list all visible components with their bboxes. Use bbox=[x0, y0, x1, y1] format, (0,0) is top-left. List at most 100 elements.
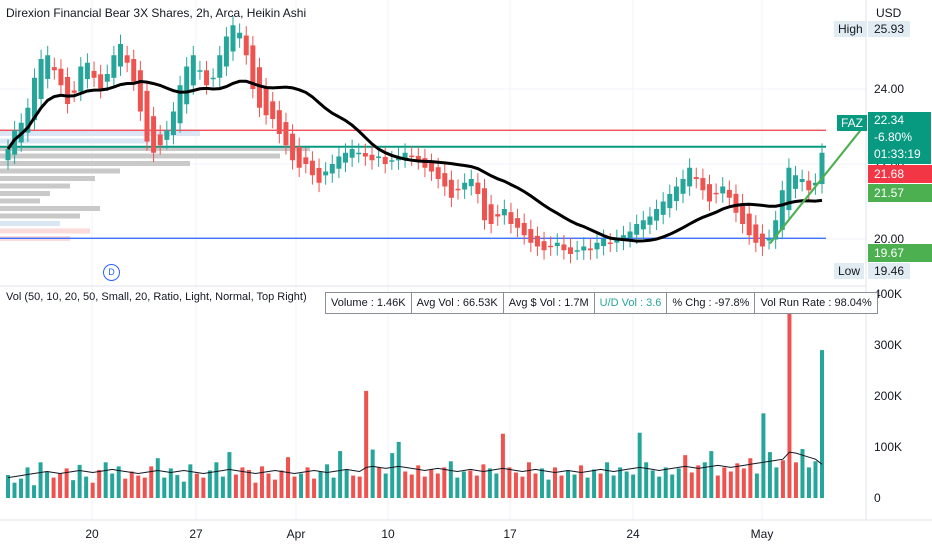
volume-bar bbox=[240, 467, 245, 498]
volume-bar bbox=[429, 469, 434, 498]
candle-body bbox=[197, 70, 203, 72]
volume-bar bbox=[266, 473, 271, 498]
volume-bar bbox=[168, 468, 173, 498]
candle-body bbox=[786, 167, 792, 211]
candle-body bbox=[614, 239, 620, 243]
candle-body bbox=[343, 152, 349, 163]
candle-body bbox=[534, 235, 540, 247]
volume-bar bbox=[800, 449, 805, 498]
candle-body bbox=[71, 90, 77, 93]
volume-bar bbox=[90, 482, 95, 498]
price-tick-label: 24.00 bbox=[874, 82, 904, 96]
candle-body bbox=[587, 248, 593, 251]
candle-body bbox=[594, 242, 600, 250]
volume-bar bbox=[220, 476, 225, 498]
time-tick-label: May bbox=[751, 527, 774, 541]
volume-bar bbox=[670, 474, 675, 498]
low-label-tag: Low bbox=[834, 263, 865, 279]
volume-bar bbox=[390, 453, 395, 498]
volume-bar bbox=[38, 462, 43, 498]
volume-bar bbox=[71, 480, 76, 498]
bar-countdown: 01:33:19 bbox=[874, 147, 921, 161]
candle-body bbox=[184, 66, 190, 105]
volume-bar bbox=[64, 468, 69, 498]
volume-bar bbox=[579, 465, 584, 498]
volume-bar bbox=[149, 466, 154, 498]
volume-bar bbox=[637, 432, 642, 498]
volume-tick-label: 400K bbox=[874, 287, 902, 301]
candle-body bbox=[65, 76, 71, 104]
candle-body bbox=[376, 156, 382, 158]
candle-body bbox=[647, 216, 653, 225]
candle-body bbox=[78, 66, 84, 92]
candle-body bbox=[766, 239, 772, 241]
candle-body bbox=[217, 55, 223, 78]
volume-bar bbox=[136, 475, 141, 498]
volume-tick-label: 0 bbox=[874, 491, 881, 505]
stat-volume: Volume : 1.46K bbox=[325, 292, 412, 314]
grid-lines bbox=[0, 0, 866, 520]
candle-body bbox=[389, 160, 395, 162]
volume-bar bbox=[644, 462, 649, 498]
volume-bar bbox=[435, 473, 440, 498]
last-price: 22.34 bbox=[874, 113, 905, 127]
volume-bar bbox=[650, 470, 655, 498]
volume-tick-label: 100K bbox=[874, 440, 902, 454]
candle-body bbox=[170, 111, 176, 136]
candle-body bbox=[713, 192, 719, 195]
volume-bar bbox=[338, 451, 343, 498]
volume-bar bbox=[448, 461, 453, 498]
volume-bar bbox=[806, 467, 811, 498]
trend-line bbox=[769, 127, 863, 245]
volume-bar bbox=[142, 477, 147, 498]
candle-body bbox=[190, 55, 196, 86]
volume-bar bbox=[116, 466, 121, 498]
volume-bar bbox=[305, 467, 310, 498]
candle-body bbox=[700, 178, 706, 191]
volume-bar bbox=[123, 478, 128, 498]
volume-bar bbox=[513, 472, 518, 498]
volume-bar bbox=[357, 476, 362, 498]
candle-body bbox=[475, 182, 481, 194]
volume-bar bbox=[702, 462, 707, 498]
volume-bar bbox=[194, 473, 199, 498]
candle-body bbox=[687, 167, 693, 187]
candle-body bbox=[290, 133, 296, 161]
candle-body bbox=[177, 85, 183, 124]
candle-body bbox=[680, 179, 686, 194]
volume-bar bbox=[181, 481, 186, 498]
candle-body bbox=[706, 184, 712, 202]
volume-bar bbox=[51, 477, 56, 498]
candle-body bbox=[746, 213, 752, 236]
volume-bar bbox=[461, 471, 466, 498]
candle-body bbox=[58, 68, 64, 86]
candle-body bbox=[422, 158, 428, 168]
candle-body bbox=[230, 25, 236, 52]
candle-body bbox=[5, 149, 11, 161]
stat-avg-vol: Avg Vol : 66.53K bbox=[410, 292, 504, 314]
volume-bar bbox=[487, 468, 492, 498]
volume-indicator-label[interactable]: Vol (50, 10, 20, 50, Small, 20, Ratio, L… bbox=[6, 291, 307, 303]
volume-bar bbox=[820, 350, 824, 498]
volume-bar bbox=[787, 308, 792, 498]
volume-bar bbox=[409, 474, 414, 498]
volume-bar bbox=[32, 485, 37, 498]
candle-body bbox=[627, 231, 633, 239]
volume-bar bbox=[77, 464, 82, 498]
candle-body bbox=[435, 167, 441, 179]
volume-bar bbox=[331, 477, 336, 498]
red-level-tag: 21.68 bbox=[868, 165, 932, 183]
stat-vol-run-rate: Vol Run Rate : 98.04% bbox=[754, 292, 878, 314]
volume-bar bbox=[559, 475, 564, 498]
volume-bar bbox=[793, 462, 798, 498]
candle-body bbox=[640, 220, 646, 230]
dividend-marker[interactable]: D bbox=[103, 264, 120, 281]
volume-bar bbox=[422, 476, 427, 498]
chart-title: Direxion Financial Bear 3X Shares, 2h, A… bbox=[6, 6, 307, 20]
volume-bar bbox=[175, 475, 180, 498]
volume-bar bbox=[416, 465, 421, 498]
price-tick-label: 20.00 bbox=[874, 232, 904, 246]
candle-body bbox=[548, 245, 554, 248]
high-value-tag: 25.93 bbox=[868, 21, 911, 37]
